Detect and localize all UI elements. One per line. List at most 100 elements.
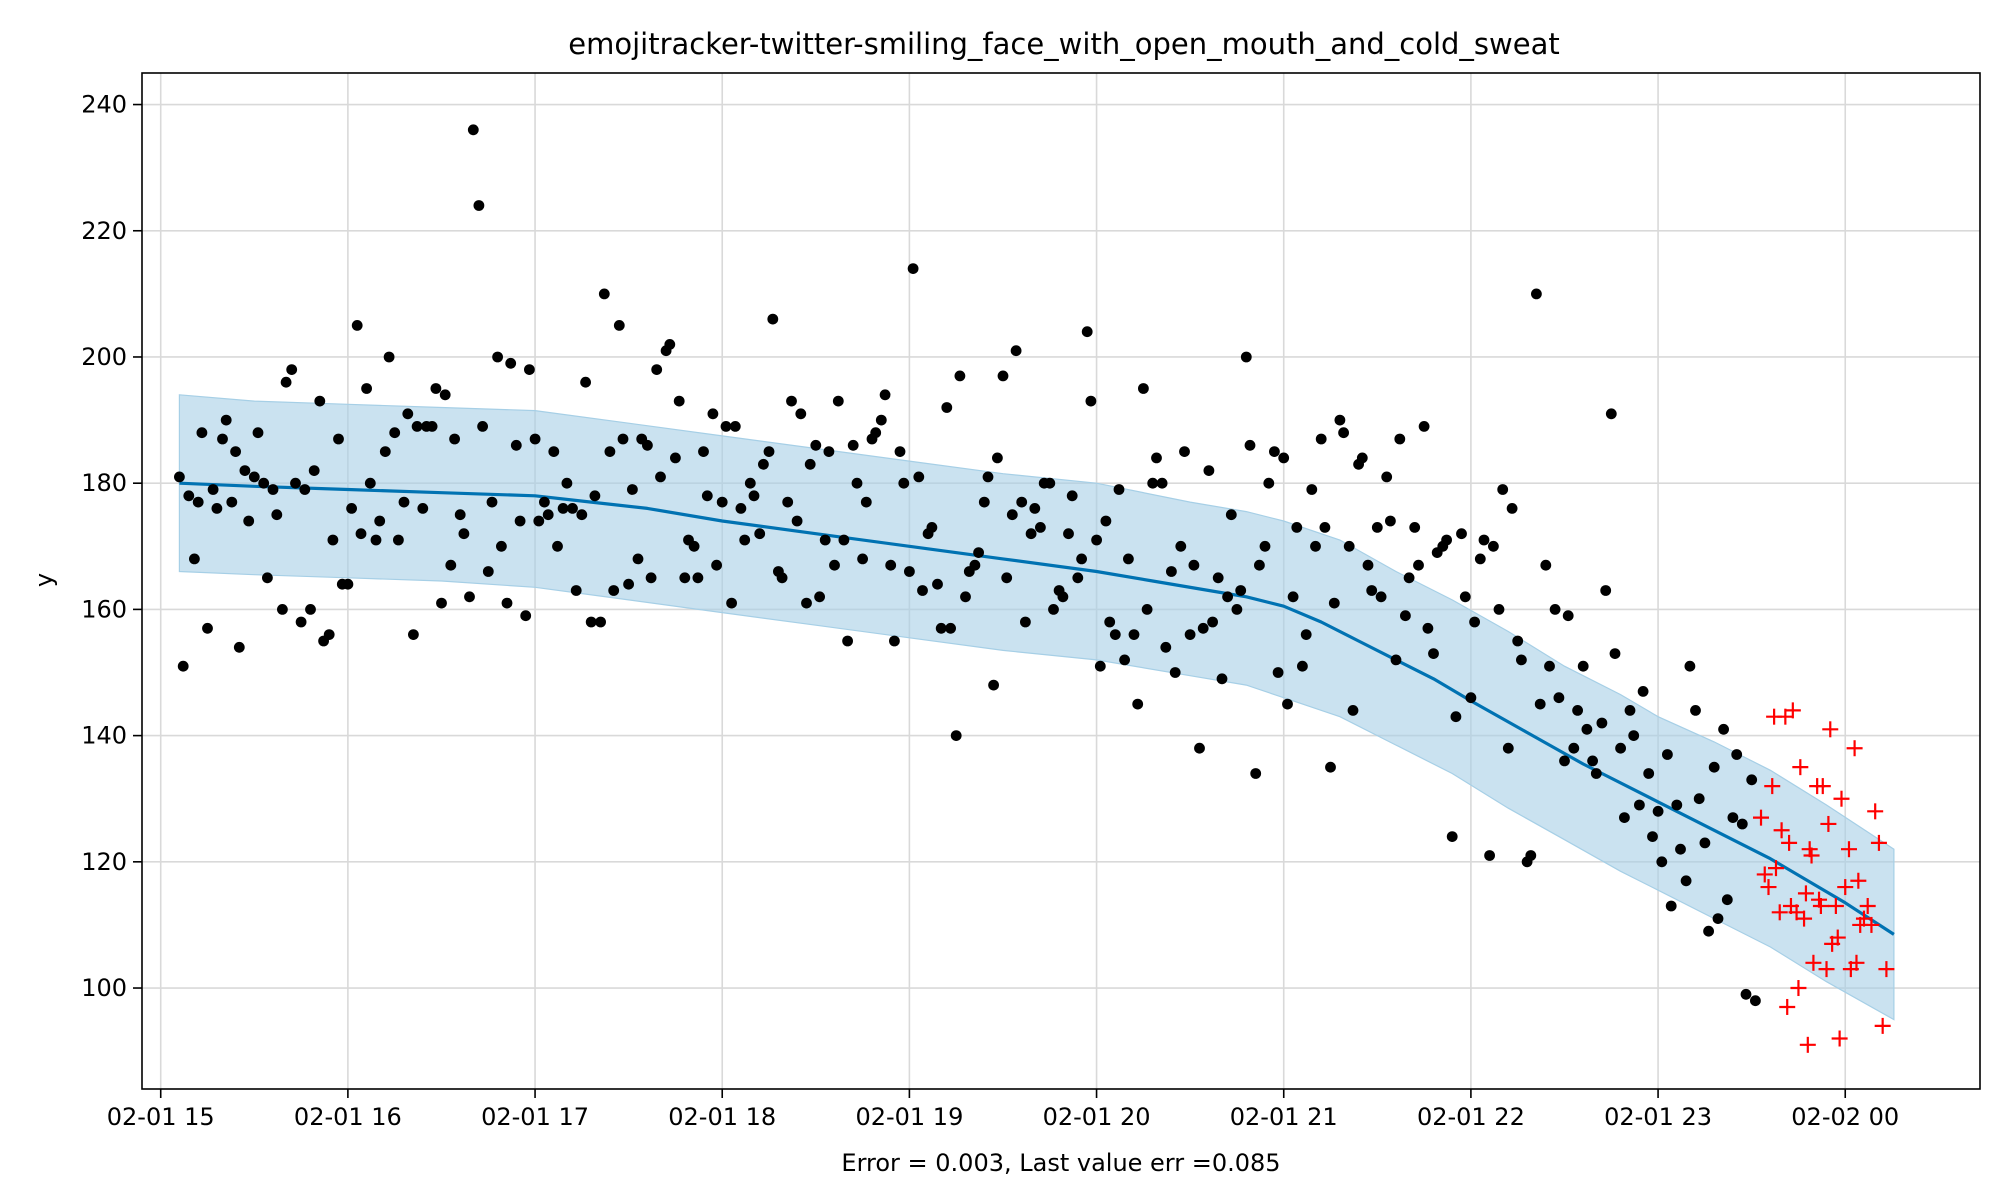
y-tick-label: 240	[81, 91, 127, 119]
observed-point	[280, 376, 292, 388]
observed-point	[557, 503, 569, 514]
observed-point	[795, 408, 807, 420]
observed-point	[763, 446, 775, 457]
observed-point	[1278, 452, 1290, 464]
observed-point	[969, 559, 981, 571]
observed-point	[233, 641, 245, 653]
observed-point	[1428, 648, 1439, 659]
observed-point	[1628, 730, 1640, 741]
observed-point	[1634, 799, 1645, 811]
x-tick-label: 02-01 22	[1417, 1103, 1525, 1131]
holdout-point	[1764, 778, 1781, 795]
observed-point	[819, 534, 831, 546]
holdout-point	[1753, 809, 1770, 826]
observed-point	[1562, 610, 1574, 622]
observed-point	[1263, 477, 1275, 489]
observed-point	[379, 446, 391, 457]
observed-point	[342, 578, 354, 590]
observed-point	[851, 477, 863, 489]
observed-point	[1016, 496, 1028, 508]
observed-point	[1750, 995, 1761, 1007]
observed-point	[679, 572, 691, 584]
observed-point	[1568, 742, 1580, 754]
observed-point	[1132, 698, 1144, 710]
observed-point	[1684, 660, 1696, 672]
observed-point	[608, 585, 620, 596]
observed-point	[286, 364, 298, 375]
observed-point	[1029, 503, 1041, 514]
observed-point	[857, 553, 868, 565]
observed-point	[1693, 793, 1705, 805]
observed-point	[904, 566, 915, 577]
observed-point	[926, 522, 938, 533]
y-tick-label: 160	[81, 595, 127, 623]
observed-point	[1066, 490, 1078, 502]
observed-point	[1104, 616, 1116, 628]
holdout-point	[1781, 834, 1798, 851]
x-tick-label: 02-01 15	[107, 1103, 215, 1131]
observed-point	[1197, 622, 1209, 634]
observed-point	[1525, 850, 1537, 861]
observed-point	[673, 395, 685, 407]
holdout-point	[1799, 1036, 1816, 1053]
holdout-point	[1790, 980, 1807, 997]
observed-point	[1394, 433, 1406, 445]
holdout-point	[1771, 904, 1788, 921]
observed-point	[1450, 711, 1462, 723]
observed-point	[889, 635, 900, 647]
observed-point	[1091, 534, 1102, 546]
observed-point	[539, 496, 550, 508]
observed-point	[398, 496, 410, 508]
observed-point	[1072, 572, 1084, 584]
observed-point	[1338, 427, 1349, 439]
observed-point	[688, 540, 700, 552]
observed-point	[1718, 723, 1729, 735]
chart-title: emojitracker-twitter-smiling_face_with_o…	[568, 27, 1559, 61]
observed-point	[973, 547, 984, 558]
observed-point	[267, 484, 279, 495]
observed-point	[445, 559, 457, 571]
observed-point	[1609, 648, 1621, 659]
observed-point	[174, 471, 185, 483]
observed-point	[1497, 484, 1509, 495]
observed-point	[417, 503, 429, 514]
holdout-point	[1792, 759, 1809, 776]
observed-point	[1409, 522, 1421, 533]
observed-point	[1740, 988, 1752, 1000]
observed-point	[1057, 591, 1069, 603]
observed-point	[520, 610, 532, 622]
observed-point	[1590, 768, 1602, 779]
observed-point	[982, 471, 994, 483]
observed-point	[548, 446, 560, 457]
observed-point	[645, 572, 657, 584]
observed-point	[907, 263, 919, 274]
observed-point	[627, 484, 638, 495]
holdout-point	[1760, 879, 1777, 896]
observed-point	[1469, 616, 1480, 628]
observed-point	[932, 578, 943, 590]
observed-point	[454, 509, 466, 521]
holdout-point	[1773, 822, 1790, 839]
observed-point	[1553, 692, 1565, 704]
observed-point	[613, 320, 625, 331]
holdout-point	[1846, 740, 1863, 757]
observed-point	[1235, 585, 1247, 596]
x-tick-label: 02-01 16	[294, 1103, 402, 1131]
observed-point	[1184, 629, 1196, 640]
observed-point	[183, 490, 195, 502]
observed-point	[505, 357, 517, 369]
observed-point	[389, 427, 401, 439]
observed-point	[1544, 660, 1555, 672]
holdout-point	[1874, 1017, 1891, 1034]
observed-point	[570, 585, 582, 596]
observed-point	[1502, 742, 1514, 754]
observed-point	[1240, 351, 1252, 363]
observed-point	[383, 351, 395, 363]
observed-point	[1619, 812, 1630, 823]
holdout-point	[1833, 790, 1850, 807]
observed-point	[477, 421, 488, 432]
observed-point	[945, 622, 956, 634]
observed-point	[1310, 540, 1321, 552]
observed-point	[1512, 635, 1524, 647]
observed-point	[988, 679, 999, 691]
